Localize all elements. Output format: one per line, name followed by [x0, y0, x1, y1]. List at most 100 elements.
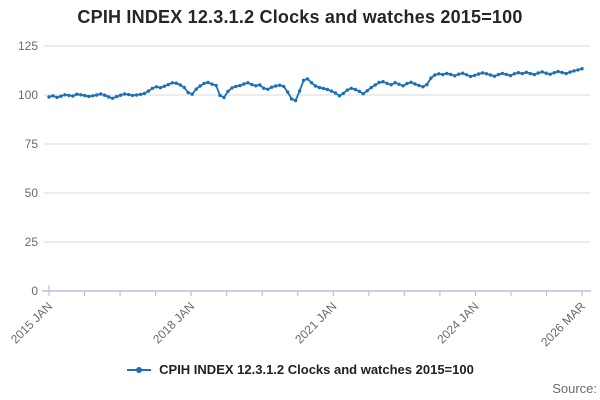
data-point — [552, 71, 556, 75]
data-point — [266, 87, 270, 92]
data-point — [79, 93, 83, 97]
data-point — [528, 71, 532, 76]
x-axis-tick-label: 2018 JAN — [150, 299, 197, 346]
data-point — [377, 80, 381, 85]
data-point — [206, 80, 210, 85]
data-point — [190, 92, 194, 96]
line-dot-icon — [127, 366, 152, 373]
data-point — [397, 82, 401, 86]
x-axis-tick-label: 2015 JAN — [8, 299, 55, 346]
data-point — [91, 94, 95, 98]
data-point — [373, 83, 377, 87]
x-axis-tick-label: 2024 JAN — [434, 299, 481, 346]
data-point — [270, 85, 274, 89]
y-axis-tick-label: 125 — [18, 39, 38, 53]
data-point — [63, 93, 67, 97]
data-point — [210, 82, 214, 86]
data-point — [309, 81, 314, 85]
data-point — [536, 71, 540, 75]
data-point — [492, 74, 497, 78]
data-point — [532, 72, 536, 77]
data-point — [230, 86, 234, 90]
data-point — [107, 95, 111, 99]
data-point — [142, 91, 147, 96]
y-axis-tick-label: 75 — [25, 137, 39, 151]
data-point — [572, 69, 576, 73]
data-point — [178, 83, 182, 87]
data-point — [417, 83, 421, 88]
y-axis-tick-label: 50 — [25, 186, 39, 200]
data-point — [162, 84, 167, 88]
data-point — [445, 71, 449, 76]
data-point — [357, 89, 361, 94]
data-point — [238, 83, 242, 88]
data-point — [158, 86, 163, 90]
data-point — [441, 72, 445, 77]
data-point — [262, 86, 266, 91]
data-point — [385, 81, 389, 86]
data-point — [540, 70, 544, 74]
data-point — [122, 92, 127, 96]
legend-label: CPIH INDEX 12.3.1.2 Clocks and watches 2… — [159, 362, 474, 377]
data-point — [484, 72, 489, 76]
data-point — [214, 83, 218, 88]
x-axis-tick-label: 2021 JAN — [292, 299, 339, 346]
data-point — [170, 81, 174, 85]
data-point — [329, 89, 334, 93]
data-point — [413, 82, 417, 86]
data-point — [258, 83, 262, 87]
data-point — [361, 92, 365, 96]
data-point — [289, 97, 294, 101]
data-point — [516, 71, 521, 75]
data-point — [130, 93, 135, 98]
line-chart: 0 25 50 75 100 125 2015 JAN 2018 JAN 2021 JAN 202… — [8, 39, 591, 349]
data-point — [500, 71, 505, 76]
data-point — [421, 85, 425, 89]
data-point — [126, 92, 131, 97]
data-point — [174, 81, 178, 85]
data-point — [393, 81, 397, 85]
data-point — [286, 90, 290, 94]
data-point — [480, 71, 485, 75]
data-point — [568, 70, 572, 74]
data-point — [349, 86, 353, 91]
data-point — [345, 88, 349, 92]
source-label: Source: — [552, 381, 597, 396]
data-point — [138, 92, 143, 97]
data-point — [381, 80, 385, 84]
data-point — [468, 74, 473, 79]
data-point — [118, 93, 123, 97]
data-point — [166, 82, 170, 87]
data-point — [242, 82, 246, 86]
data-point — [51, 94, 55, 98]
data-point — [548, 72, 552, 76]
data-point — [110, 96, 115, 101]
data-point — [564, 71, 568, 76]
data-point — [321, 86, 326, 91]
data-point — [425, 82, 429, 87]
data-point — [560, 70, 564, 75]
data-point — [222, 95, 226, 100]
data-point — [429, 76, 433, 80]
data-point — [114, 94, 119, 99]
y-axis-tick-label: 0 — [31, 284, 38, 298]
data-point — [75, 92, 79, 96]
legend: CPIH INDEX 12.3.1.2 Clocks and watches 2… — [0, 362, 600, 377]
data-point — [461, 71, 465, 75]
data-point — [449, 72, 453, 77]
data-point — [405, 81, 409, 86]
data-point — [278, 83, 282, 87]
data-point — [472, 73, 477, 78]
data-point — [246, 81, 250, 85]
data-point — [512, 72, 517, 76]
data-point — [103, 93, 107, 97]
data-point — [71, 94, 75, 98]
data-point — [333, 91, 338, 95]
data-point — [464, 73, 469, 77]
data-point — [524, 70, 528, 75]
data-point — [274, 84, 278, 88]
data-point — [59, 94, 63, 98]
data-point — [317, 85, 322, 90]
data-point — [282, 84, 286, 89]
data-point — [401, 84, 405, 88]
